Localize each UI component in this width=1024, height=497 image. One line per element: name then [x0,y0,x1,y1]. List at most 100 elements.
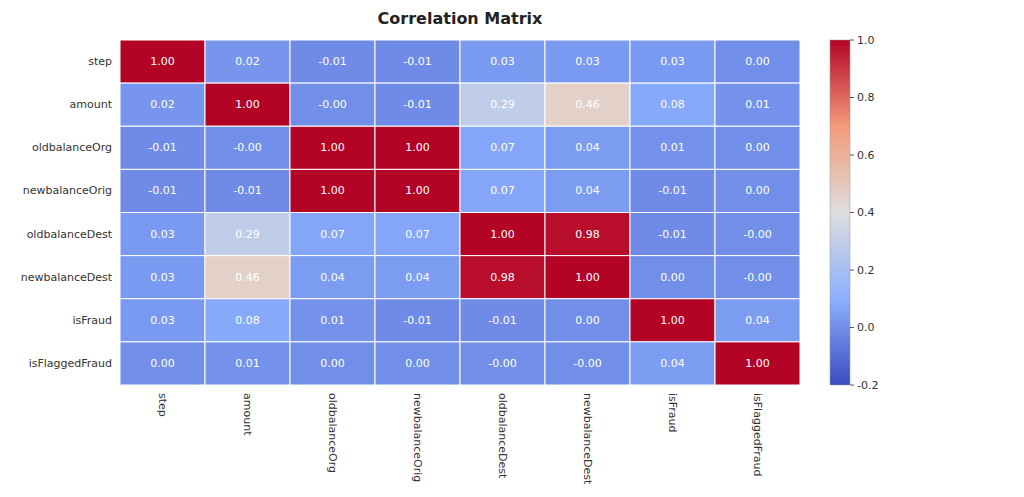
colorbar-tick [850,385,854,386]
cell [460,299,545,342]
cell [460,169,545,212]
cell [205,169,290,212]
cell [630,40,715,83]
x-tick-label: newbalanceOrig [411,393,424,482]
cell-label: 0.29 [235,228,260,241]
cell-label: 0.02 [150,98,175,111]
cell [630,342,715,385]
cell [375,126,460,169]
colorbar-tick [850,212,854,213]
cell-label: 0.00 [745,55,770,68]
colorbar-tick-label: 0.6 [857,149,875,162]
cell-label: -0.00 [318,98,346,111]
x-tick-label: step [156,393,169,417]
cell-label: -0.01 [403,314,431,327]
cell [460,40,545,83]
cell-label: 0.04 [320,271,345,284]
cell-label: 1.00 [320,141,345,154]
cell-label: -0.01 [148,184,176,197]
cell-label: 1.00 [745,357,770,370]
colorbar-tick-label: -0.2 [857,379,878,392]
cell-label: 0.07 [490,141,515,154]
cell-label: 0.07 [320,228,345,241]
cell [545,83,630,126]
cell [120,169,205,212]
cell [290,83,375,126]
cell [630,213,715,256]
cell-label: 0.29 [490,98,515,111]
cell-label: -0.00 [233,141,261,154]
cell-label: 0.03 [150,314,175,327]
colorbar-tick-label: 1.0 [857,34,875,47]
cell-label: 1.00 [320,184,345,197]
cell-label: 0.04 [405,271,430,284]
y-tick-label: isFlaggedFraud [29,357,112,370]
cell-label: 0.07 [490,184,515,197]
cell-label: -0.01 [403,98,431,111]
cell [120,40,205,83]
cell-label: 0.08 [660,98,685,111]
cell-label: -0.01 [488,314,516,327]
cell [630,126,715,169]
cell-label: -0.00 [743,271,771,284]
chart: Correlation Matrix 1.00 0.02 -0.01 -0.01 0.03… [0,0,1024,497]
cell [375,83,460,126]
x-tick-label: isFraud [666,393,679,433]
title: Correlation Matrix [378,9,543,28]
cell [715,40,800,83]
cell [205,256,290,299]
cell [460,213,545,256]
cell [460,83,545,126]
colorbar-tick [850,40,854,41]
colorbar-tick-label: 0.4 [857,206,875,219]
colorbar-tick [850,270,854,271]
cell [205,299,290,342]
cell-label: 0.01 [235,357,260,370]
cell-label: 1.00 [150,55,175,68]
x-tick-label: amount [241,393,254,436]
cell-label: 0.00 [575,314,600,327]
cell-labels: 1.000.02-0.01-0.010.030.030.030.000.021.… [148,55,771,370]
cell [545,256,630,299]
cell-label: 0.98 [490,271,515,284]
colorbar: -0.20.00.20.40.60.81.0 [830,34,878,392]
cell [630,83,715,126]
cell [545,342,630,385]
cell [205,342,290,385]
cell-label: 0.03 [490,55,515,68]
cell [120,342,205,385]
cell [375,256,460,299]
cell-label: 1.00 [660,314,685,327]
cell [290,169,375,212]
y-tick-label: amount [70,98,113,111]
cell [460,126,545,169]
cell-label: 0.03 [575,55,600,68]
cell [715,213,800,256]
y-tick-label: newbalanceDest [21,271,113,284]
cell-label: 0.98 [575,228,600,241]
cell-label: -0.01 [403,55,431,68]
cell [375,213,460,256]
cell-label: 0.04 [575,184,600,197]
cell [290,299,375,342]
cell [460,256,545,299]
cell [120,126,205,169]
cell-label: 0.00 [660,271,685,284]
cell [375,169,460,212]
cell-label: 0.00 [745,141,770,154]
cell-label: 0.46 [575,98,600,111]
cell [630,256,715,299]
cell-label: 0.00 [320,357,345,370]
cell-label: -0.01 [658,184,686,197]
cell [120,83,205,126]
cell [715,342,800,385]
cell [375,299,460,342]
cell-label: 1.00 [575,271,600,284]
cell [290,256,375,299]
cells [120,40,800,385]
cell [545,126,630,169]
cell-label: 1.00 [405,141,430,154]
x-tick-label: isFlaggedFraud [751,393,764,476]
cell-label: -0.01 [233,184,261,197]
colorbar-tick-label: 0.2 [857,264,875,277]
